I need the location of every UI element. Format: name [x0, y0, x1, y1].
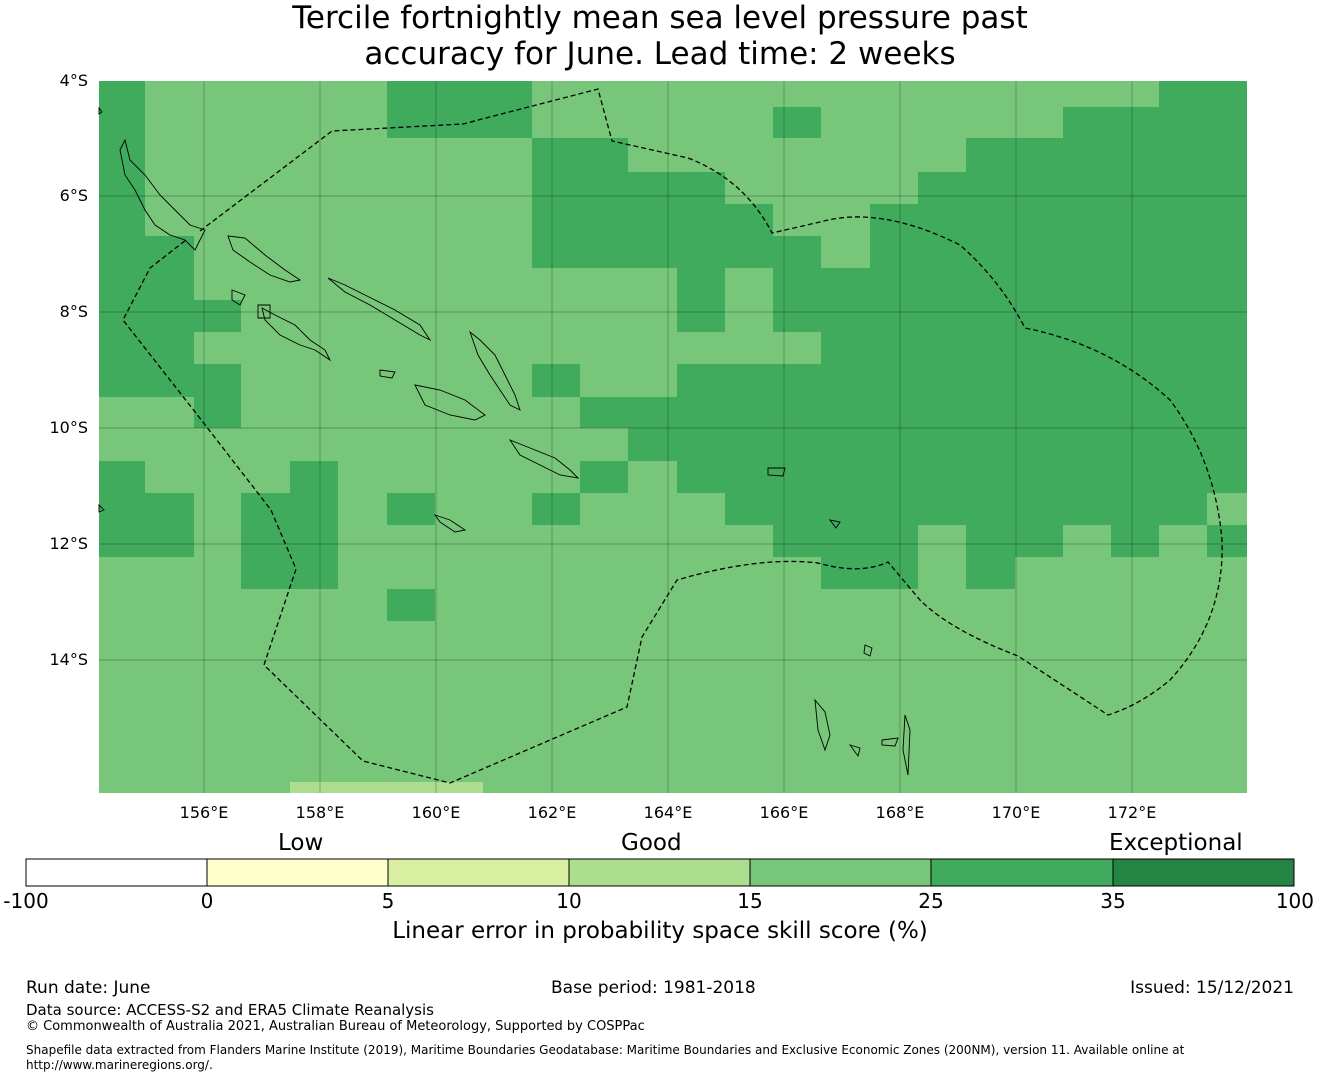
grid-cell	[821, 268, 918, 364]
lon-label: 160°E	[411, 803, 461, 822]
lat-label: 4°S	[59, 71, 88, 90]
grid-cell	[966, 557, 1015, 589]
lon-label: 168°E	[875, 803, 925, 822]
lon-label: 156°E	[179, 803, 229, 822]
grid-cell	[628, 428, 1247, 461]
colorbar-tick: 10	[556, 889, 582, 913]
colorbar-segment-5-10	[387, 858, 570, 887]
grid-cell	[870, 204, 918, 268]
grid-cell	[99, 461, 145, 493]
grid-cell	[99, 300, 241, 332]
grid-cell	[725, 204, 773, 268]
colorbar-tick: 100	[1275, 889, 1314, 913]
grid-cell	[99, 493, 194, 557]
grid-cell	[773, 236, 821, 332]
colorbar-segment-neg100-0	[25, 858, 208, 887]
grid-cell	[290, 782, 483, 793]
grid-cell	[677, 268, 725, 332]
grid-cell	[1159, 81, 1247, 364]
colorbar-segment-25-35	[930, 858, 1114, 887]
colorbar-segment-35-100	[1112, 858, 1295, 887]
colorbar-tick: 5	[381, 889, 395, 913]
graticule	[99, 81, 1247, 793]
colorbar-segment-15-25	[749, 858, 932, 887]
colorbar-tick: 35	[1100, 889, 1126, 913]
grid-cell	[387, 107, 532, 138]
shapefile-credit-line1: Shapefile data extracted from Flanders M…	[26, 1043, 1185, 1057]
colorbar-segment-10-15	[568, 858, 751, 887]
category-label-low: Low	[278, 830, 324, 856]
map-title-line1: Tercile fortnightly mean sea level press…	[292, 0, 1028, 36]
shapefile-credit-line2: http://www.marineregions.org/.	[26, 1058, 213, 1072]
grid-cell	[677, 461, 1247, 493]
grid-cell	[387, 493, 435, 525]
grid-cell	[1207, 525, 1247, 557]
grid-cell	[194, 397, 241, 428]
grid-cell	[387, 589, 435, 621]
skill-grid	[99, 81, 1247, 793]
category-label-good: Good	[621, 830, 682, 856]
colorbar-tick: 0	[200, 889, 214, 913]
eez-boundary	[122, 88, 1223, 784]
colorbar-segment-0-5	[206, 858, 389, 887]
lat-label: 6°S	[59, 186, 88, 205]
run-date: Run date: June	[26, 978, 151, 998]
coastlines	[98, 106, 911, 776]
colorbar-title: Linear error in probability space skill …	[392, 918, 928, 944]
lon-label: 172°E	[1107, 803, 1157, 822]
colorbar	[25, 858, 1295, 887]
grid-cell	[821, 557, 918, 589]
grid-cell	[532, 364, 580, 397]
grid-cell	[773, 525, 918, 557]
lat-label: 10°S	[49, 418, 88, 437]
grid-cell	[628, 172, 725, 268]
grid-cell	[387, 81, 532, 107]
lat-label: 8°S	[59, 302, 88, 321]
issued-date: Issued: 15/12/2021	[1130, 978, 1294, 998]
lon-label: 162°E	[527, 803, 577, 822]
grid-cell	[532, 138, 628, 268]
map-title-line2: accuracy for June. Lead time: 2 weeks	[364, 36, 956, 72]
grid-cell	[580, 397, 1247, 428]
exceptional-band-cells	[99, 81, 1247, 621]
lon-label: 164°E	[643, 803, 693, 822]
grid-cell	[241, 493, 338, 589]
grid-cell	[677, 364, 1247, 397]
lon-label: 158°E	[295, 803, 345, 822]
grid-cell	[918, 172, 966, 364]
lon-label: 166°E	[759, 803, 809, 822]
category-label-exceptional: Exceptional	[1109, 830, 1243, 856]
colorbar-tick: -100	[3, 889, 49, 913]
grid-cell	[966, 138, 1063, 364]
data-source: Data source: ACCESS-S2 and ERA5 Climate …	[26, 1001, 434, 1019]
grid-cell	[1063, 107, 1159, 364]
grid-cell	[725, 493, 1207, 525]
grid-cell	[99, 332, 194, 364]
lat-label: 12°S	[49, 534, 88, 553]
copyright: © Commonwealth of Australia 2021, Austra…	[26, 1019, 645, 1034]
colorbar-tick: 15	[737, 889, 763, 913]
lon-label: 170°E	[991, 803, 1041, 822]
grid-cell	[1111, 525, 1159, 557]
grid-cell	[580, 461, 628, 493]
grid-cell	[99, 236, 194, 300]
colorbar-tick: 25	[918, 889, 944, 913]
grid-cell	[532, 493, 580, 525]
grid-cell	[966, 525, 1063, 557]
base-period: Base period: 1981-2018	[551, 978, 756, 998]
grid-cell	[290, 461, 338, 493]
grid-cell	[773, 107, 821, 138]
lat-label: 14°S	[49, 650, 88, 669]
